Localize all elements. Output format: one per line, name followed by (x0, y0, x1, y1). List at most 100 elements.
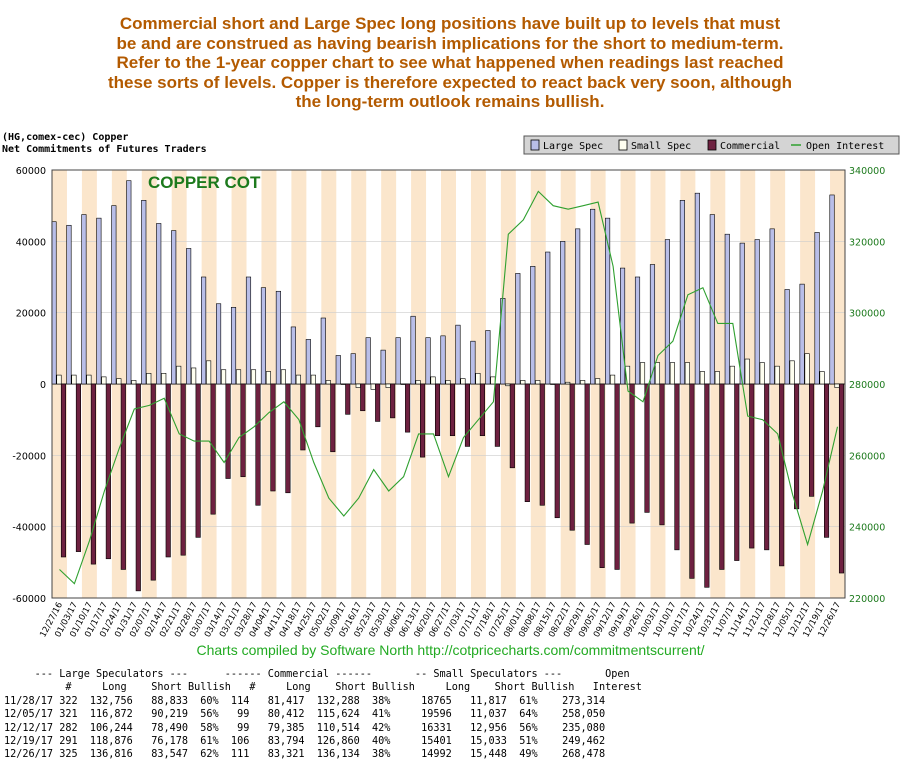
bar-small-spec (654, 362, 661, 385)
bar-large-spec (709, 214, 715, 385)
bar-large-spec (440, 335, 446, 385)
bar-commercial (539, 383, 545, 506)
bar-commercial (240, 383, 246, 478)
bar-small-spec (639, 362, 646, 385)
bar-large-spec (245, 276, 252, 385)
left-tick-label: -40000 (12, 523, 46, 534)
bar-commercial (734, 383, 740, 561)
bar-commercial (135, 383, 141, 592)
bar-large-spec (679, 200, 685, 385)
bar-large-spec (350, 353, 356, 385)
bar-commercial (824, 383, 830, 538)
legend-swatch-commercial (707, 139, 717, 151)
bar-small-spec (759, 362, 765, 385)
bar-small-spec (610, 374, 616, 385)
bar-small-spec (370, 383, 376, 390)
bar-small-spec (565, 381, 571, 385)
bar-small-spec (176, 365, 182, 385)
bar-commercial (629, 383, 635, 524)
legend-swatch-large-spec (530, 139, 540, 151)
bar-small-spec (265, 371, 272, 385)
bar-commercial (479, 383, 485, 437)
left-tick-label: -60000 (12, 594, 46, 605)
bar-large-spec (425, 337, 431, 385)
bar-large-spec (111, 205, 117, 385)
bar-commercial (719, 383, 725, 570)
bar-large-spec (485, 330, 491, 385)
open-interest-series (59, 190, 839, 585)
left-tick-label: 20000 (16, 309, 46, 320)
bar-commercial (674, 383, 680, 551)
bar-large-spec (335, 355, 341, 385)
left-tick-label: 60000 (16, 166, 46, 177)
bar-commercial (554, 383, 560, 519)
bar-commercial (270, 383, 276, 492)
bar-large-spec (515, 273, 521, 385)
bar-commercial (434, 383, 441, 437)
bar-large-spec (560, 241, 566, 385)
bar-commercial (300, 383, 306, 451)
right-tick-label: 320000 (849, 237, 885, 248)
plot-border (51, 169, 846, 599)
bar-small-spec (819, 371, 825, 385)
legend-label-large-spec: Large Spec (543, 141, 603, 152)
bar-large-spec (575, 228, 581, 385)
bar-small-spec (445, 380, 451, 385)
bar-large-spec (186, 248, 192, 385)
bar-commercial (794, 383, 800, 510)
bar-large-spec (410, 315, 416, 385)
bar-large-spec (66, 224, 72, 385)
bar-small-spec (430, 376, 436, 385)
bar-small-spec (280, 369, 286, 385)
bar-small-spec (744, 358, 750, 385)
cot-table: --- Large Speculators --- ------ Commerc… (4, 668, 642, 762)
bar-commercial (345, 383, 351, 415)
bar-large-spec (754, 239, 760, 385)
bar-large-spec (365, 337, 371, 385)
bar-commercial (375, 383, 381, 422)
bar-commercial (599, 383, 605, 568)
chart-subtitle: Net Commitments of Futures Traders (2, 143, 207, 155)
bar-small-spec (191, 367, 197, 385)
bar-commercial (60, 383, 67, 558)
headline-line: Refer to the 1-year copper chart to see … (116, 53, 784, 72)
bar-large-spec (216, 303, 222, 385)
legend-swatch-small-spec (618, 139, 628, 151)
bar-large-spec (769, 228, 775, 385)
bar-large-spec (81, 214, 87, 385)
bar-large-spec (156, 223, 162, 385)
bar-commercial (644, 383, 650, 513)
left-tick-label: 0 (40, 380, 46, 391)
bar-small-spec (684, 362, 690, 385)
table-row: 12/05/17 321 116,872 90,219 56% 99 80,41… (4, 709, 606, 721)
table-group-header: --- Large Speculators --- ------ Commerc… (4, 669, 630, 680)
bar-small-spec (400, 383, 406, 385)
bar-large-spec (126, 180, 132, 385)
bar-commercial (285, 383, 291, 494)
cot-chart: 60000 40000 20000 0 -20000 -40000 -60000 340000… (2, 132, 900, 639)
bar-commercial (255, 383, 261, 506)
bar-large-spec (455, 324, 461, 385)
bar-commercial (360, 383, 366, 412)
bar-small-spec (834, 383, 840, 388)
bar-small-spec (355, 383, 361, 388)
bar-small-spec (789, 360, 795, 385)
bar-commercial (614, 383, 620, 570)
bar-large-spec (799, 283, 805, 385)
bar-commercial (524, 383, 530, 502)
bar-commercial (90, 383, 96, 565)
bar-commercial (569, 383, 575, 531)
headline-line: these sorts of levels. Copper is therefo… (108, 72, 792, 92)
bar-commercial (464, 383, 471, 447)
table-row: 11/28/17 322 132,756 88,833 60% 114 81,4… (4, 695, 606, 707)
bar-commercial (165, 383, 171, 558)
bar-large-spec (380, 349, 386, 385)
bar-large-spec (694, 192, 700, 385)
bar-series (51, 180, 845, 592)
bar-small-spec (161, 373, 167, 385)
bar-small-spec (595, 378, 601, 385)
bar-large-spec (545, 251, 551, 385)
bar-large-spec (739, 242, 745, 385)
bar-commercial (405, 383, 411, 433)
bar-commercial (779, 383, 785, 567)
